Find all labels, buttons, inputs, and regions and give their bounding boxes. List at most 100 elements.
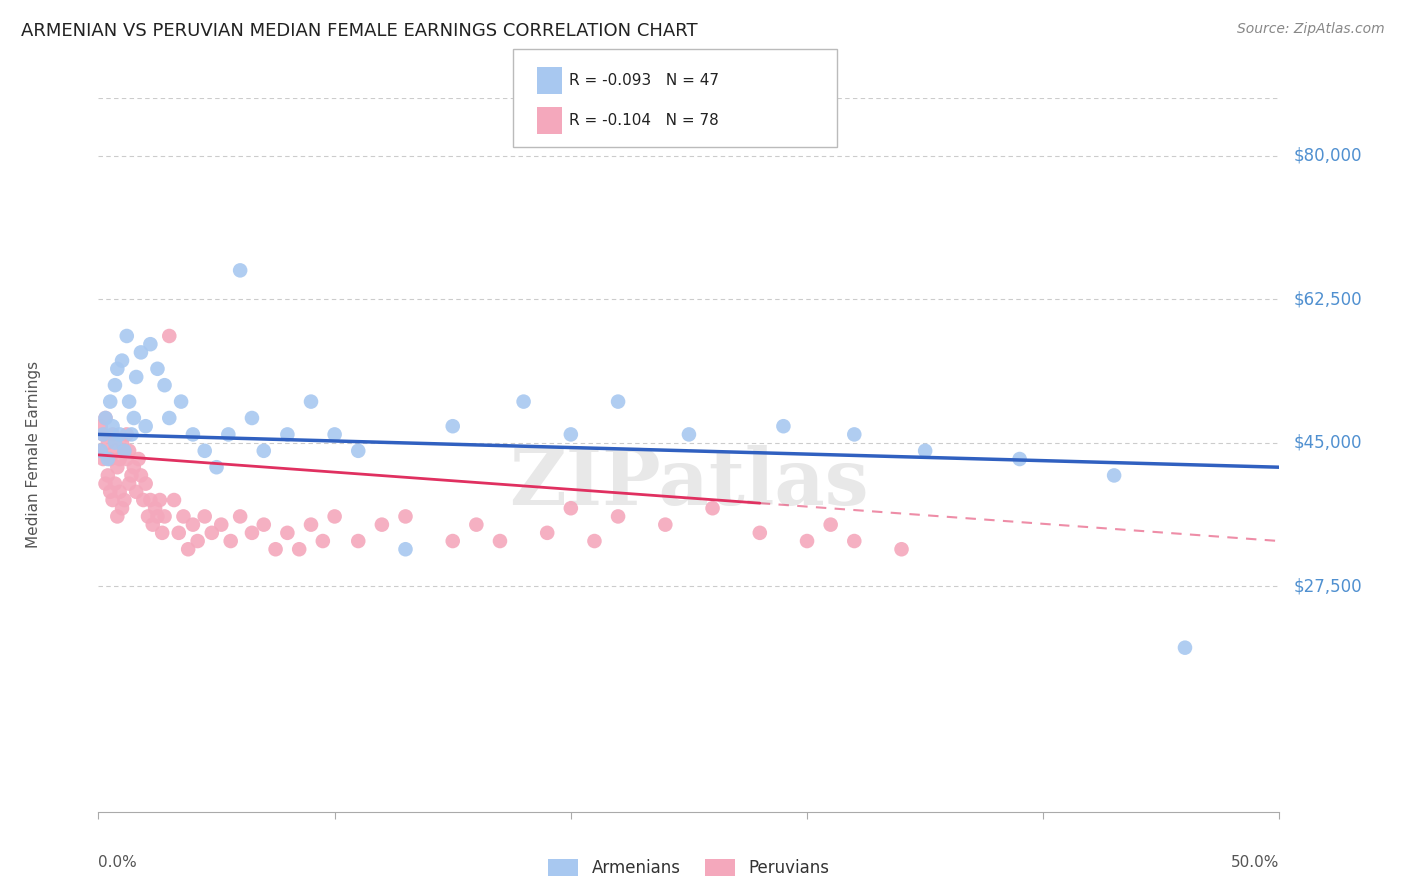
Point bbox=[118, 394, 141, 409]
Point bbox=[90, 419, 112, 434]
Point bbox=[94, 411, 117, 425]
Point bbox=[142, 517, 165, 532]
Point bbox=[187, 534, 209, 549]
Point bbox=[104, 378, 127, 392]
Point bbox=[1008, 452, 1031, 467]
Point bbox=[209, 517, 232, 532]
Point bbox=[129, 345, 152, 359]
Point bbox=[98, 394, 121, 409]
Text: R = -0.093   N = 47: R = -0.093 N = 47 bbox=[569, 73, 720, 87]
Legend: Armenians, Peruvians: Armenians, Peruvians bbox=[540, 851, 838, 886]
Point bbox=[90, 443, 112, 458]
Point bbox=[125, 370, 148, 384]
Point bbox=[135, 476, 157, 491]
Point bbox=[1102, 468, 1125, 483]
Point bbox=[112, 443, 135, 458]
Point bbox=[253, 443, 276, 458]
Point bbox=[104, 435, 127, 450]
Point bbox=[607, 394, 630, 409]
Point bbox=[163, 493, 186, 508]
Point bbox=[125, 484, 148, 499]
Point bbox=[112, 493, 135, 508]
Point bbox=[890, 542, 912, 557]
Point bbox=[108, 427, 131, 442]
Point bbox=[299, 517, 322, 532]
Point bbox=[111, 501, 134, 516]
Text: 0.0%: 0.0% bbox=[98, 855, 138, 870]
Point bbox=[108, 484, 131, 499]
Text: $80,000: $80,000 bbox=[1294, 146, 1362, 164]
Point bbox=[104, 443, 127, 458]
Point bbox=[194, 509, 217, 524]
Text: $45,000: $45,000 bbox=[1294, 434, 1362, 451]
Text: R = -0.104   N = 78: R = -0.104 N = 78 bbox=[569, 113, 720, 128]
Point bbox=[91, 427, 114, 442]
Point bbox=[143, 501, 166, 516]
Point bbox=[844, 534, 866, 549]
Point bbox=[394, 542, 416, 557]
Point bbox=[122, 460, 145, 475]
Text: $27,500: $27,500 bbox=[1294, 577, 1362, 595]
Point bbox=[90, 443, 112, 458]
Point bbox=[748, 525, 770, 540]
Point bbox=[108, 452, 131, 467]
Point bbox=[441, 534, 464, 549]
Point bbox=[98, 452, 121, 467]
Point bbox=[101, 493, 124, 508]
Point bbox=[97, 468, 120, 483]
Point bbox=[122, 411, 145, 425]
Point bbox=[276, 525, 298, 540]
Point bbox=[101, 427, 124, 442]
Point bbox=[104, 476, 127, 491]
Point bbox=[97, 452, 120, 467]
Point bbox=[139, 337, 162, 351]
Point bbox=[105, 361, 128, 376]
Point bbox=[170, 394, 193, 409]
Point bbox=[347, 534, 370, 549]
Point bbox=[560, 501, 582, 516]
Point bbox=[157, 329, 180, 343]
Point bbox=[153, 509, 176, 524]
Point bbox=[796, 534, 818, 549]
Point bbox=[177, 542, 200, 557]
Point bbox=[1174, 640, 1197, 655]
Point bbox=[219, 534, 242, 549]
Point bbox=[240, 411, 263, 425]
Point bbox=[181, 427, 204, 442]
Point bbox=[678, 427, 700, 442]
Point bbox=[118, 476, 141, 491]
Point bbox=[105, 460, 128, 475]
Point bbox=[323, 509, 346, 524]
Point bbox=[820, 517, 842, 532]
Point bbox=[583, 534, 606, 549]
Point bbox=[146, 361, 169, 376]
Point bbox=[229, 263, 252, 277]
Point bbox=[139, 493, 162, 508]
Text: Source: ZipAtlas.com: Source: ZipAtlas.com bbox=[1237, 22, 1385, 37]
Point bbox=[489, 534, 512, 549]
Point bbox=[264, 542, 287, 557]
Point bbox=[149, 493, 172, 508]
Point bbox=[121, 427, 143, 442]
Point bbox=[323, 427, 346, 442]
Point bbox=[115, 452, 138, 467]
Text: $62,500: $62,500 bbox=[1294, 290, 1362, 308]
Point bbox=[347, 443, 370, 458]
Point bbox=[150, 525, 173, 540]
Text: ZIPatlas: ZIPatlas bbox=[509, 445, 869, 522]
Point bbox=[702, 501, 724, 516]
Point bbox=[276, 427, 298, 442]
Point bbox=[607, 509, 630, 524]
Point bbox=[536, 525, 558, 540]
Point bbox=[441, 419, 464, 434]
Point bbox=[181, 517, 204, 532]
Point bbox=[205, 460, 228, 475]
Point bbox=[94, 411, 117, 425]
Text: ARMENIAN VS PERUVIAN MEDIAN FEMALE EARNINGS CORRELATION CHART: ARMENIAN VS PERUVIAN MEDIAN FEMALE EARNI… bbox=[21, 22, 697, 40]
Point bbox=[288, 542, 311, 557]
Point bbox=[201, 525, 224, 540]
Point bbox=[111, 435, 134, 450]
Point bbox=[136, 509, 159, 524]
Point bbox=[172, 509, 194, 524]
Point bbox=[253, 517, 276, 532]
